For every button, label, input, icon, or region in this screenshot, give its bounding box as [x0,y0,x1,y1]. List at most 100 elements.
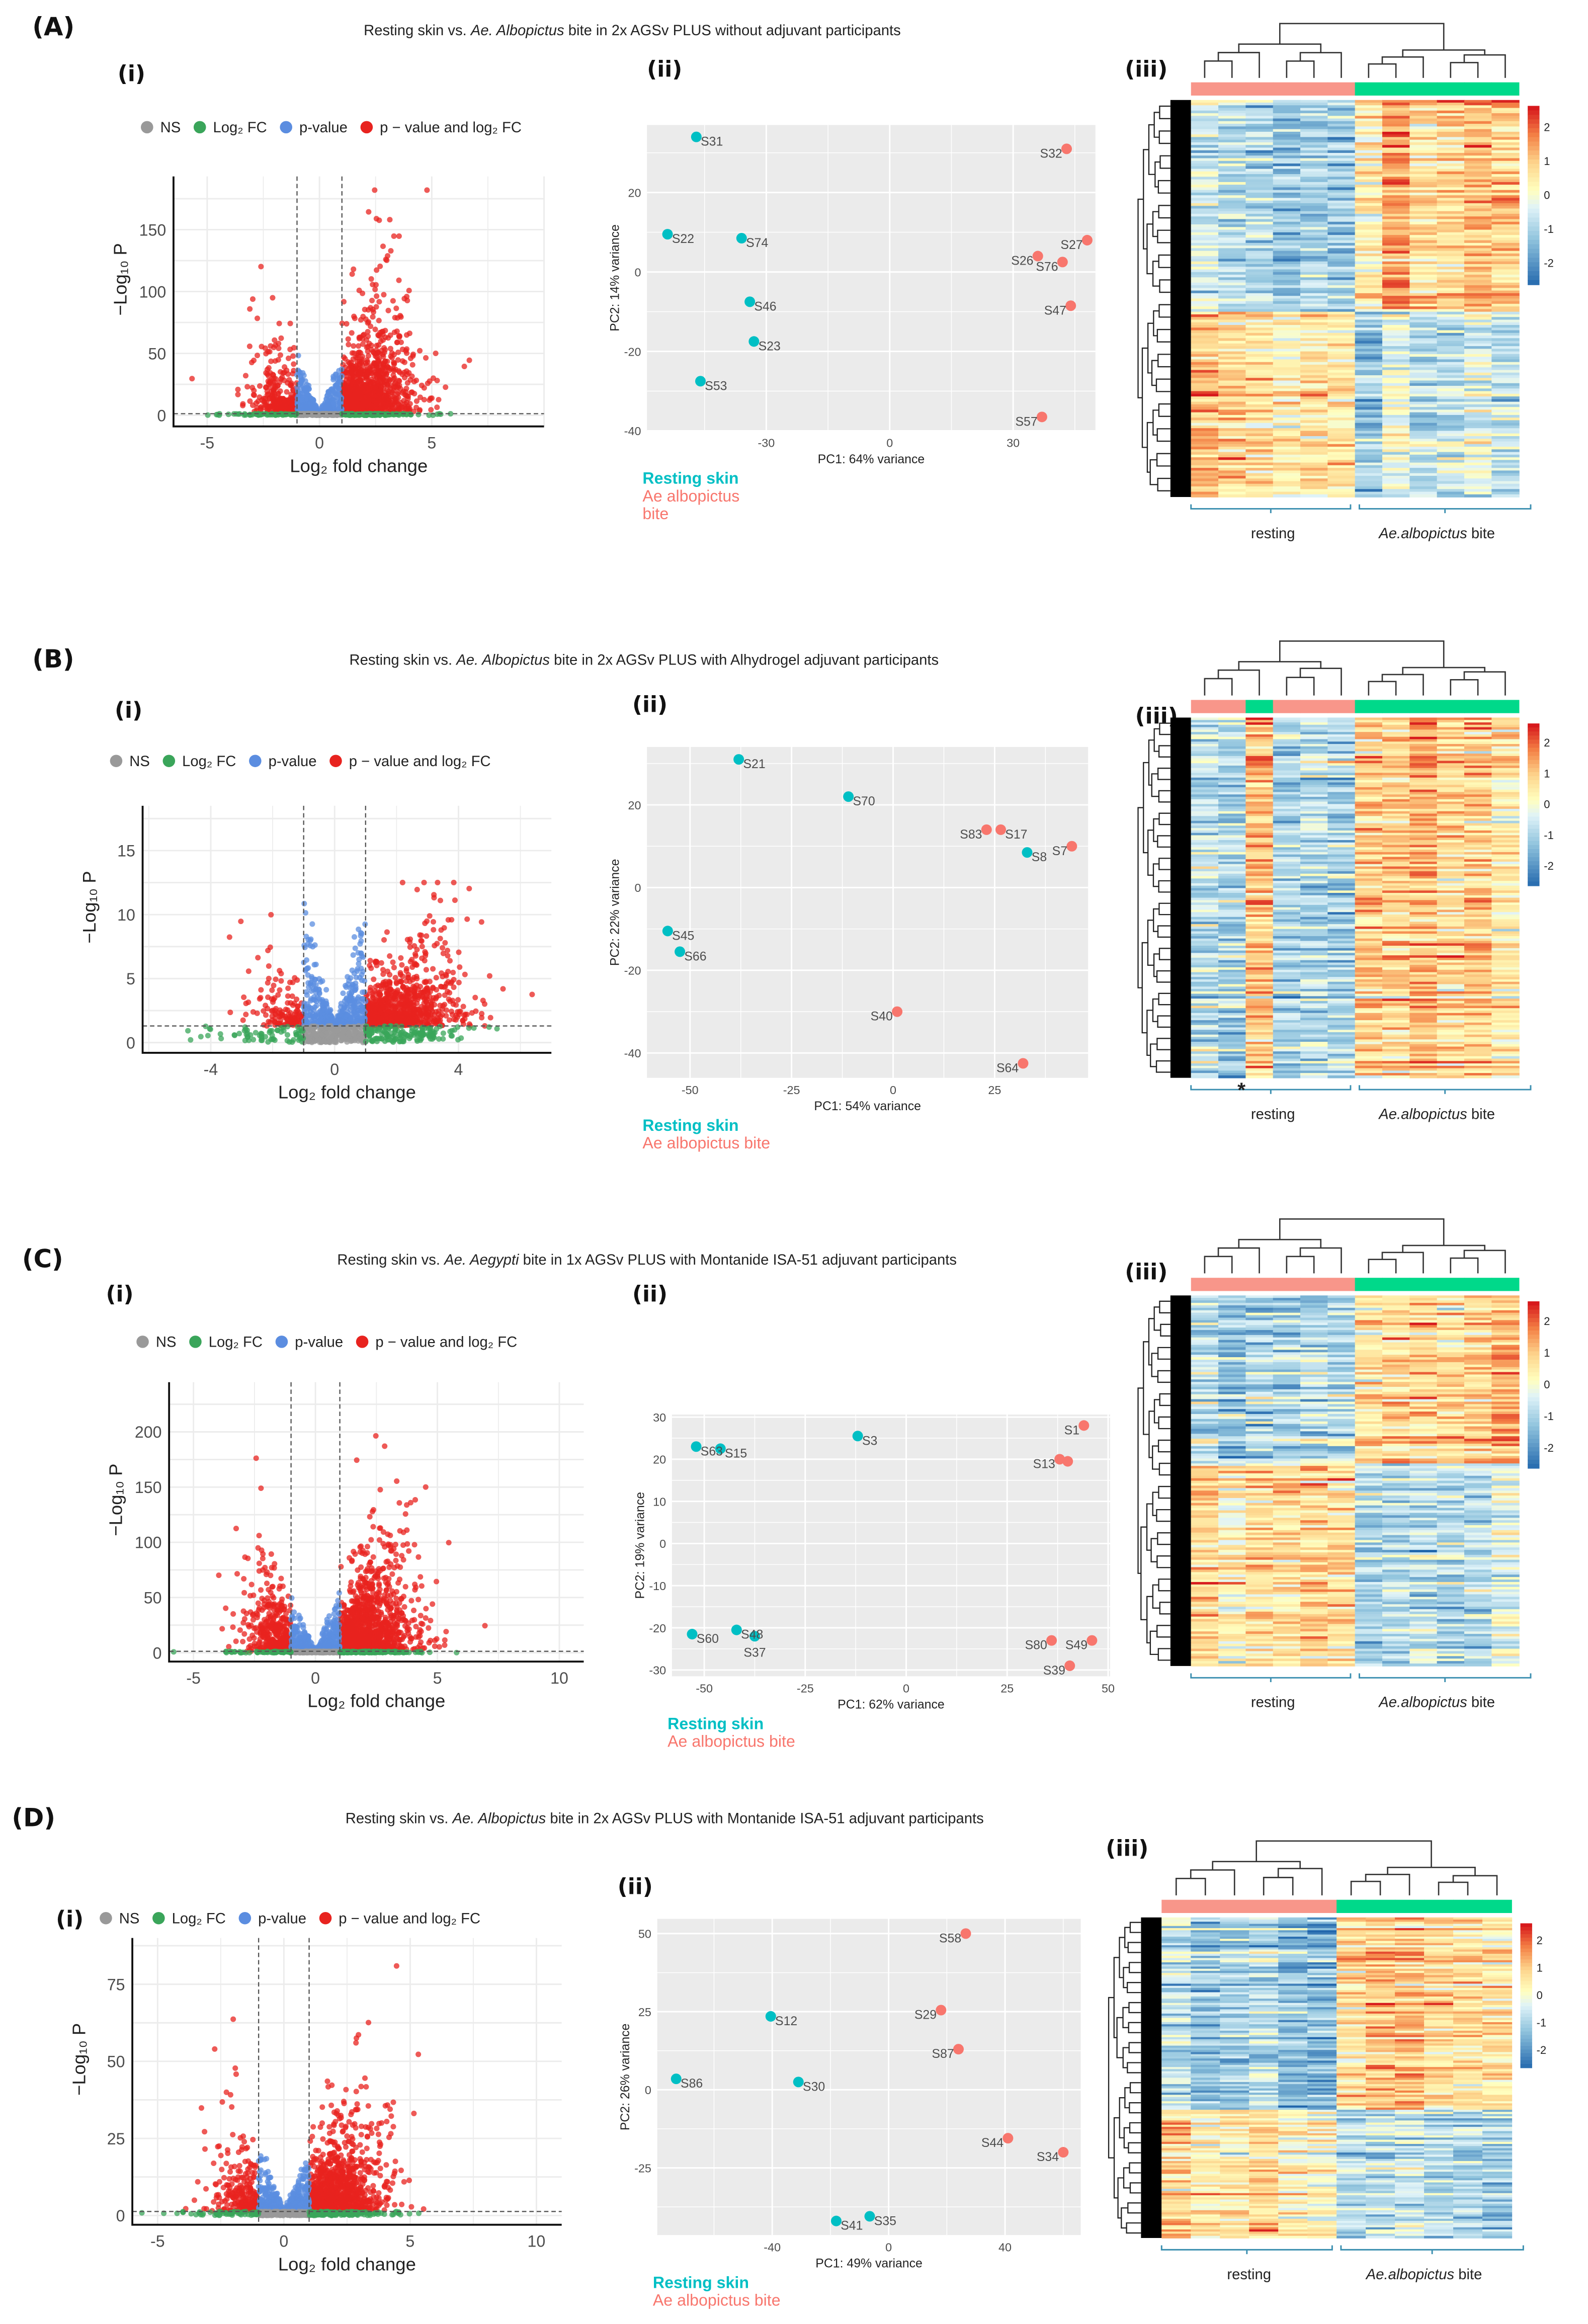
heatmap-cell [1464,336,1492,339]
heatmap-cell [1437,245,1465,249]
heatmap-cell [1300,367,1328,371]
heatmap-cell [1491,327,1520,331]
heatmap-cell [1491,155,1520,159]
heatmap-cell [1409,486,1438,490]
heatmap-cell [1437,131,1465,135]
heatmap-cell [1191,192,1219,196]
heatmap-cell [1327,251,1356,254]
heatmap-cell [1464,121,1492,125]
heatmap-cell [1245,383,1274,386]
heatmap-cell [1437,327,1465,331]
colorbar-segment [1528,231,1540,236]
heatmap-cell [1355,370,1383,373]
volcano-point [377,333,383,339]
column-group-bar [1409,82,1438,96]
row-dendrogram-branch [1157,180,1171,194]
title-pre: Resting skin vs. [364,23,471,39]
heatmap-cell [1355,351,1383,355]
title-post: bite in 2x AGSv PLUS without adjuvant pa… [564,23,901,39]
heatmap-cell [1218,478,1246,482]
pca-point [1061,143,1072,154]
heatmap-cell [1327,393,1356,397]
point-label: S57 [1015,415,1037,429]
heatmap-cell [1327,237,1356,241]
heatmap-cell [1327,235,1356,238]
heatmap-cell [1273,182,1301,186]
heatmap-cell [1245,343,1274,347]
heatmap-cell [1437,142,1465,146]
volcano-point [258,264,264,270]
heatmap-cell [1191,134,1219,138]
volcano-point [409,362,415,368]
volcano-point [349,330,355,336]
volcano-point [384,257,390,263]
heatmap-cell [1327,174,1356,178]
heatmap-cell [1437,174,1465,178]
heatmap-cell [1382,126,1410,130]
volcano-point [401,359,408,365]
heatmap-cell [1327,208,1356,212]
heatmap-cell [1273,298,1301,302]
heatmap-cell [1300,420,1328,424]
heatmap-cell [1437,412,1465,416]
heatmap-cell [1355,436,1383,440]
heatmap-cell [1355,396,1383,400]
heatmap-cell [1355,301,1383,304]
heatmap-cell [1437,470,1465,474]
heatmap-cell [1437,401,1465,405]
heatmap-cell [1300,100,1328,103]
heatmap-cell [1409,264,1438,268]
heatmap-cell [1245,380,1274,384]
heatmap-cell [1218,367,1246,371]
heatmap-cell [1218,118,1246,122]
heatmap-cell [1464,160,1492,164]
heatmap-cell [1300,423,1328,426]
heatmap-cell [1191,105,1219,109]
heatmap-cell [1382,121,1410,125]
heatmap-cell [1355,317,1383,320]
heatmap-cell [1491,150,1520,153]
heatmap-cell [1191,198,1219,201]
column-group-bar [1218,82,1246,96]
heatmap-cell [1245,169,1274,172]
heatmap-cell [1409,139,1438,143]
heatmap-cell [1437,433,1465,437]
heatmap-cell [1245,364,1274,368]
heatmap-cell [1437,150,1465,153]
heatmap-cell [1409,367,1438,371]
heatmap-cell [1382,229,1410,233]
heatmap-cell [1245,229,1274,233]
heatmap-cell [1273,296,1301,299]
column-group-bar [1191,82,1219,96]
volcano-point [365,328,371,335]
column-group-bar [1437,82,1465,96]
heatmap-cell [1437,192,1465,196]
heatmap-cell [1464,449,1492,453]
heatmap-cell [1382,208,1410,212]
volcano-point [297,396,303,402]
heatmap-cell [1191,195,1219,199]
volcano-point [374,267,380,273]
heatmap-cell [1300,357,1328,360]
heatmap-cell [1218,174,1246,178]
heatmap-cell [1191,280,1219,283]
heatmap-cell [1437,282,1465,286]
heatmap-cell [1355,367,1383,371]
heatmap-cell [1382,425,1410,429]
heatmap-cell [1191,486,1219,490]
colorbar-segment [1528,137,1540,142]
heatmap-cell [1191,314,1219,318]
heatmap-cell [1300,457,1328,461]
heatmap-cell [1382,372,1410,376]
heatmap-cell [1327,261,1356,265]
heatmap-cell [1273,290,1301,294]
group-label-suffix: bite [1467,526,1495,542]
heatmap-cell [1245,153,1274,156]
heatmap-cell [1491,134,1520,138]
heatmap-cell [1191,428,1219,432]
heatmap-cell [1300,449,1328,453]
heatmap-cell [1409,166,1438,170]
heatmap-cell [1464,245,1492,249]
heatmap-cell [1409,439,1438,442]
heatmap-cell [1464,333,1492,336]
